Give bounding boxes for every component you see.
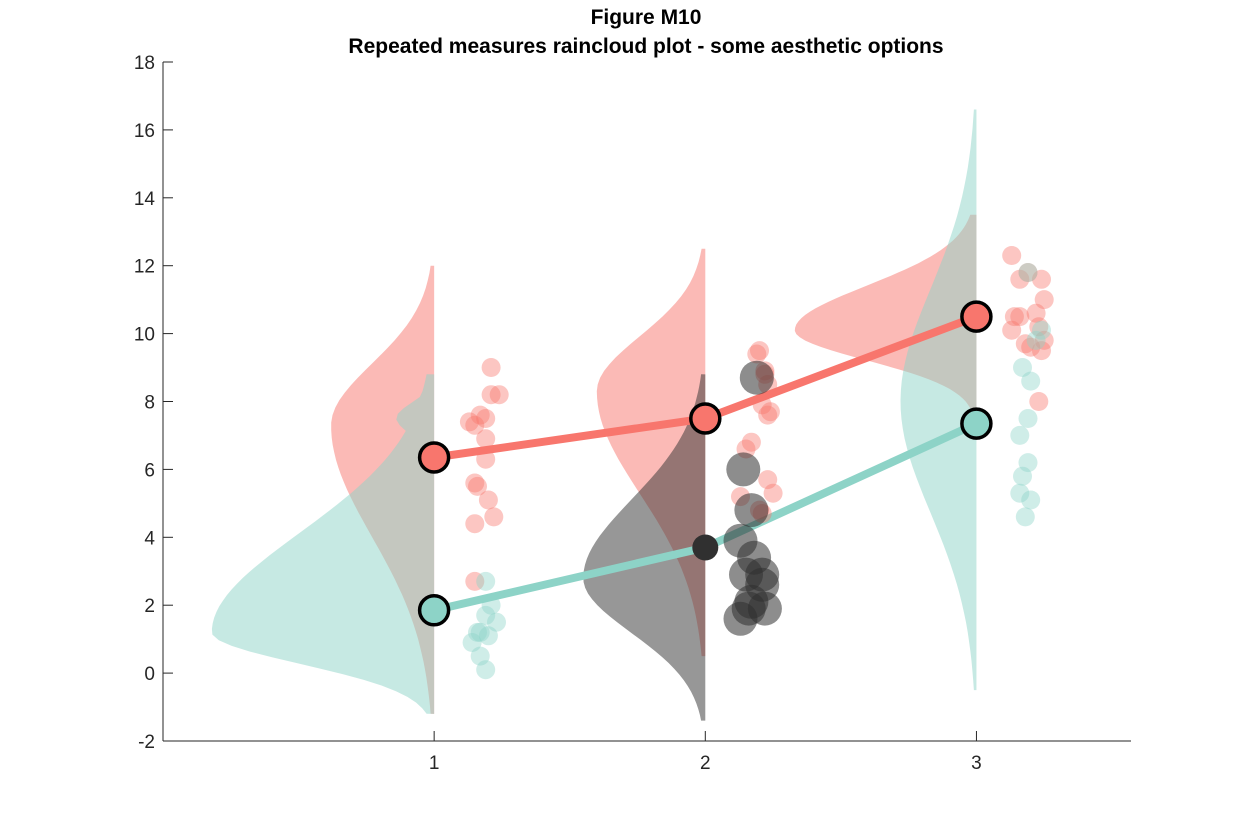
rain-point-series1-9 xyxy=(476,449,496,469)
mean-marker-series1-2 xyxy=(689,402,722,435)
rain-points-layer xyxy=(459,246,1054,680)
chart-subtitle: Repeated measures raincloud plot - some … xyxy=(348,35,943,58)
x-tick-label-1: 1 xyxy=(429,753,440,774)
rain-point-series2-2 xyxy=(481,595,501,615)
rain-point-series1-35 xyxy=(1026,303,1046,323)
rain-point-series1-18 xyxy=(747,344,767,364)
rain-point-series2-22 xyxy=(1018,263,1038,282)
y-tick-label-14: 14 xyxy=(134,189,156,210)
cloud-series2-2 xyxy=(583,374,706,721)
rain-point-series1-40 xyxy=(1029,317,1049,337)
rain-point-series2-9 xyxy=(470,646,490,666)
y-tick-label--2: -2 xyxy=(138,732,155,753)
y-tick-label-4: 4 xyxy=(144,528,155,549)
clouds-layer xyxy=(211,109,977,721)
mean-marker-series1-1 xyxy=(417,441,451,474)
rain-point-series1-38 xyxy=(1010,307,1030,327)
y-tick-label-10: 10 xyxy=(134,325,155,346)
rain-point-series1-37 xyxy=(1004,307,1024,327)
rain-point-series1-25 xyxy=(758,470,778,490)
rain-point-series1-23 xyxy=(760,402,780,422)
rain-point-series1-34 xyxy=(1032,269,1051,289)
rain-point-series2-19 xyxy=(1015,507,1035,527)
rain-point-series1-24 xyxy=(758,405,778,425)
rain-point-series2-5 xyxy=(468,622,487,642)
y-tick-label-6: 6 xyxy=(144,460,155,481)
rain-point-series1-41 xyxy=(1015,334,1035,354)
y-tick-label-0: 0 xyxy=(144,664,155,685)
rain-point-series1-26 xyxy=(763,483,783,503)
rain-point-series3-2 xyxy=(726,452,761,487)
y-tick-label-2: 2 xyxy=(144,596,155,617)
rain-point-series2-11 xyxy=(1013,358,1032,377)
rain-point-series1-2 xyxy=(465,415,485,435)
rain-point-series1-31 xyxy=(1002,246,1022,265)
rain-point-series1-36 xyxy=(1034,290,1054,310)
rain-point-series2-14 xyxy=(1010,425,1030,445)
rain-point-series1-39 xyxy=(1002,320,1022,340)
y-tick-label-12: 12 xyxy=(134,257,155,278)
rain-point-series1-3 xyxy=(470,405,490,425)
rain-point-series2-16 xyxy=(1013,466,1032,486)
rain-point-series2-7 xyxy=(478,626,498,646)
rain-point-series1-5 xyxy=(481,358,501,377)
rain-point-series2-17 xyxy=(1010,483,1030,503)
x-tick-label-2: 2 xyxy=(700,753,711,774)
rain-point-series2-6 xyxy=(470,622,490,642)
mean-marker-series2-2 xyxy=(692,534,719,561)
rain-point-series2-15 xyxy=(1018,453,1038,473)
mean-marker-series2-1 xyxy=(417,594,451,627)
rain-point-series1-44 xyxy=(1034,330,1054,350)
rain-point-series2-12 xyxy=(1021,371,1041,391)
rain-point-series1-7 xyxy=(489,385,509,405)
rain-point-series2-3 xyxy=(476,605,496,625)
chart-title: Figure M10 xyxy=(591,6,702,29)
rain-point-series1-10 xyxy=(478,490,498,510)
rain-point-series1-1 xyxy=(459,412,479,432)
rain-point-series1-13 xyxy=(484,507,504,527)
mean-marker-series2-3 xyxy=(960,407,993,440)
rain-point-series1-43 xyxy=(1032,341,1051,361)
rain-point-series1-4 xyxy=(476,409,496,428)
rain-point-series1-17 xyxy=(741,432,761,452)
rain-point-series2-13 xyxy=(1018,409,1038,428)
rain-point-series1-12 xyxy=(468,476,487,496)
rain-point-series1-19 xyxy=(750,341,769,361)
rain-point-series2-8 xyxy=(462,633,482,652)
cloud-series2-3 xyxy=(900,109,977,691)
rain-point-series1-11 xyxy=(465,473,485,493)
rain-point-series1-45 xyxy=(1029,392,1049,411)
rain-point-series3-12 xyxy=(747,591,782,626)
rain-point-series1-32 xyxy=(1010,269,1030,289)
rain-point-series3-1 xyxy=(739,360,774,395)
rain-point-series2-1 xyxy=(476,571,496,591)
rain-point-series3-3 xyxy=(734,493,769,528)
rain-point-series1-8 xyxy=(476,429,496,449)
rain-point-series2-10 xyxy=(476,660,496,680)
rain-point-series1-14 xyxy=(465,514,485,534)
y-tick-label-8: 8 xyxy=(144,393,155,414)
rain-point-series2-4 xyxy=(487,612,506,632)
mean-markers-layer xyxy=(417,300,993,627)
cloud-series2-1 xyxy=(211,374,435,714)
rain-point-series1-42 xyxy=(1021,337,1041,357)
rain-point-series2-18 xyxy=(1021,490,1041,510)
x-tick-label-3: 3 xyxy=(971,753,982,774)
rain-point-series2-21 xyxy=(1026,330,1046,350)
y-tick-label-16: 16 xyxy=(134,121,155,142)
mean-marker-series1-3 xyxy=(960,300,993,333)
rain-point-series1-6 xyxy=(481,385,501,405)
rain-point-series1-22 xyxy=(752,395,772,415)
rain-point-series1-33 xyxy=(1018,263,1038,282)
rain-point-series2-20 xyxy=(1032,320,1051,340)
y-tick-label-18: 18 xyxy=(134,53,155,74)
rain-point-series1-15 xyxy=(465,571,485,591)
